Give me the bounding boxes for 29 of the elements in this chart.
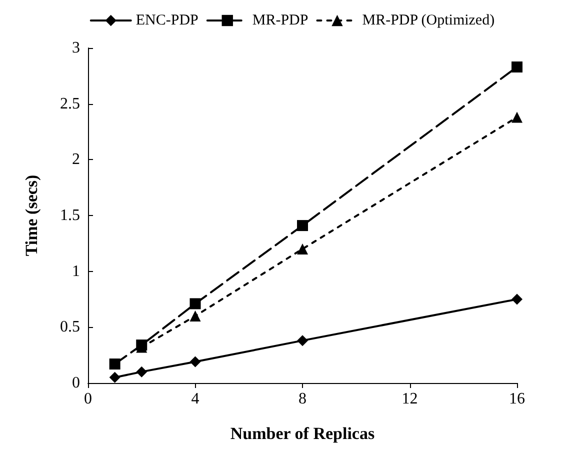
point (190, 356, 201, 368)
legend-label: ENC-PDP (136, 12, 198, 28)
point (136, 366, 148, 378)
y-tick-label: 0 (72, 374, 80, 392)
point (297, 220, 308, 232)
y-tick-label: 0.5 (60, 318, 80, 336)
point (190, 298, 201, 310)
y-tick-label: 2.5 (60, 95, 80, 112)
point (512, 294, 522, 305)
y-tick-label: 3 (72, 40, 80, 56)
point (109, 372, 120, 383)
y-tick-label: 1.5 (60, 207, 80, 224)
x-axis-title: Number of Replicas (230, 424, 375, 443)
point (109, 358, 120, 370)
x-tick-label: 16 (509, 390, 525, 408)
y-tick-label: 2 (72, 151, 80, 168)
x-tick-label: 12 (402, 390, 418, 408)
legend-label: MR-PDP (Optimized) (362, 12, 495, 28)
point (297, 335, 308, 346)
x-tick-label: 4 (191, 390, 200, 408)
legend-label: MR-PDP (252, 12, 308, 28)
x-tick-label: 0 (84, 390, 92, 408)
point (190, 310, 201, 322)
y-tick-label: 1 (72, 262, 80, 280)
x-tick-label: 8 (298, 390, 306, 408)
point (297, 244, 308, 254)
y-axis-title: Time (secs) (22, 174, 41, 256)
point (512, 61, 522, 72)
point (512, 112, 522, 123)
